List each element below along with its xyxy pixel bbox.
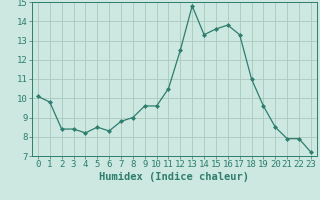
X-axis label: Humidex (Indice chaleur): Humidex (Indice chaleur) xyxy=(100,172,249,182)
